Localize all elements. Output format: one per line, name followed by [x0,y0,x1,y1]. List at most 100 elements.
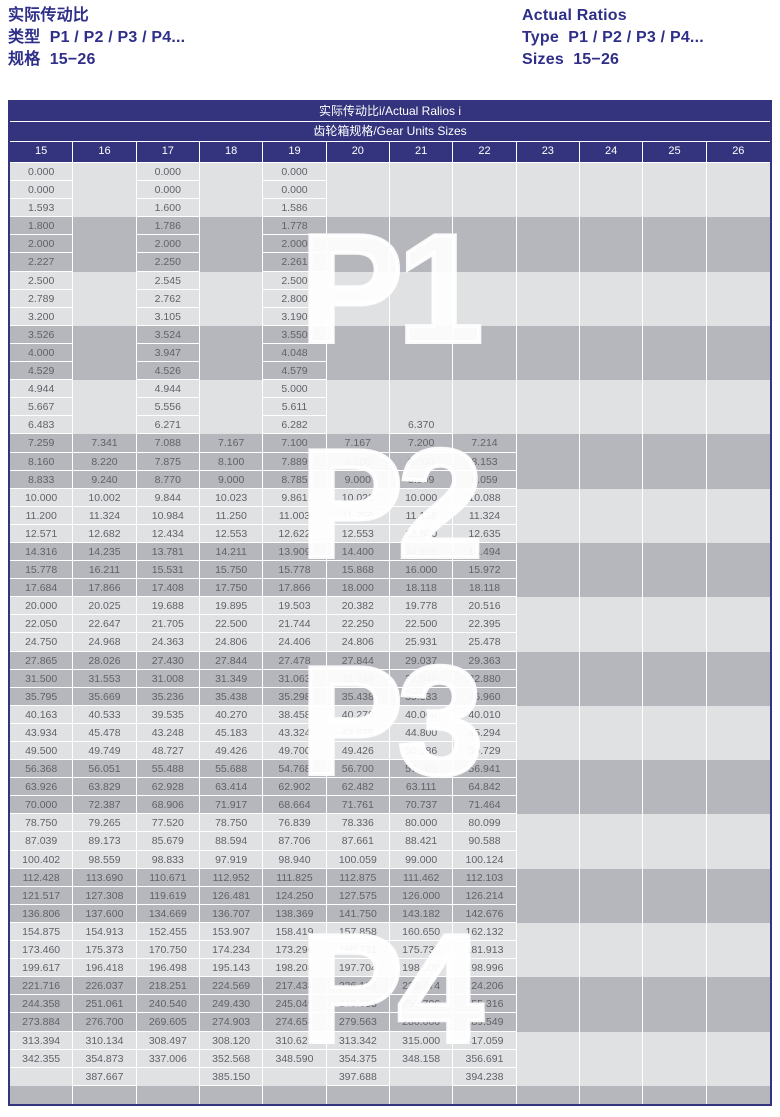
ratio-cell: 56.700 [326,760,390,779]
ratio-cell [579,199,644,218]
ratio-cell [579,416,644,435]
ratio-cell: 78.750 [199,814,264,833]
ratio-cell: 27.865 [10,651,74,670]
ratio-cell [326,362,390,381]
ratio-cell: 197.704 [326,959,390,978]
ratio-cell: 54.768 [263,760,327,779]
ratio-cell [389,253,454,272]
ratio-cell [579,235,644,254]
ratio-cell: 198.000 [389,959,454,978]
ratio-cell: 64.842 [453,778,517,797]
ratio-cell: 7.167 [326,434,390,453]
ratio-cell [706,723,770,742]
ratio-cell: 3.190 [263,307,327,326]
ratio-cell: 62.902 [263,778,327,797]
ratio-cell: 8.785 [263,470,327,489]
ratio-cell [453,380,517,399]
ratio-cell: 87.039 [10,832,74,851]
ratio-cell: 24.806 [199,633,264,652]
ratio-cell [516,307,580,326]
ratio-cell: 7.200 [389,434,454,453]
ratio-cell [706,452,770,471]
ratio-cell [453,235,517,254]
ratio-cell: 78.750 [10,814,74,833]
ratio-cell: 143.182 [389,904,454,923]
ratio-cell [453,362,517,381]
ratio-cell [643,307,707,326]
ratio-cell: 20.382 [326,597,390,616]
ratio-cell: 12.635 [453,524,517,543]
ratio-cell [263,1067,327,1086]
ratio-cell: 98.940 [263,850,327,869]
ratio-cell [516,416,580,435]
ratio-cell: 112.103 [453,868,517,887]
ratio-cell [516,742,580,761]
ratio-cell: 4.526 [136,362,200,381]
ratio-cell: 11.200 [10,506,74,525]
ratio-cell: 124.250 [263,886,327,905]
ratio-cell [516,959,580,978]
ratio-cell: 245.049 [263,995,327,1014]
ratio-cell [643,542,707,562]
ratio-cell: 8.160 [10,452,74,471]
column-header: 20 [327,142,390,162]
ratio-cell: 44.800 [389,723,454,742]
ratio-cell [643,995,707,1014]
ratio-cell [453,343,517,363]
ratio-cell [326,416,390,435]
ratio-cell: 35.236 [136,687,200,706]
ratio-cell: 218.251 [136,977,200,996]
ratio-cell: 3.524 [136,325,200,344]
ratio-cell [516,687,580,706]
ratio-cell [326,199,390,218]
ratio-cell [326,380,390,399]
ratio-cell: 43.875 [326,723,390,742]
ratio-cell: 15.778 [263,561,327,580]
ratio-cell: 11.003 [263,506,327,525]
ratio-cell: 45.183 [199,723,264,742]
ratio-cell [706,651,770,670]
ratio-cell: 24.806 [326,633,390,652]
ratio-cell: 7.214 [453,434,517,453]
ratio-cell: 99.000 [389,850,454,869]
ratio-cell: 154.875 [10,922,74,942]
ratio-cell: 11.250 [326,506,390,525]
ratio-cell [579,941,644,960]
ratio-cell: 45.478 [73,723,137,742]
ratio-cell: 342.355 [10,1049,74,1068]
ratio-cell: 18.118 [453,579,517,598]
ratio-cell: 279.563 [326,1013,390,1032]
ratio-cell: 196.498 [136,959,200,978]
ratio-cell: 310.625 [263,1031,327,1050]
ratio-cell: 7.167 [199,434,264,453]
ratio-cell [579,705,644,724]
ratio-cell [579,307,644,326]
ratio-cell: 175.373 [73,941,137,960]
ratio-cell: 13.909 [263,542,327,562]
ratio-cell: 5.611 [263,398,327,417]
ratio-cell [643,778,707,797]
ratio-cell: 175.737 [389,941,454,960]
ratio-cell: 90.588 [453,832,517,851]
ratio-cell [706,398,770,417]
ratio-cell: 16.211 [73,561,137,580]
ratio-cell [453,271,517,290]
column-header: 23 [517,142,580,162]
ratio-cell: 4.529 [10,362,74,381]
ratio-cell: 4.944 [10,380,74,399]
ratio-cell: 27.844 [199,651,264,670]
ratio-cell: 352.568 [199,1049,264,1068]
ratio-cell [73,380,137,399]
ratio-cell: 7.875 [136,452,200,471]
ratio-cell: 8.770 [136,470,200,489]
ratio-cell: 397.688 [326,1067,390,1086]
ratio-cell [73,253,137,272]
ratio-cell [579,886,644,905]
ratio-cell: 21.705 [136,615,200,634]
ratio-cell [579,742,644,761]
ratio-cell [579,452,644,471]
ratio-cell: 255.706 [389,995,454,1014]
ratio-cell: 8.220 [73,452,137,471]
ratio-cell: 308.497 [136,1031,200,1050]
ratio-cell [516,217,580,236]
